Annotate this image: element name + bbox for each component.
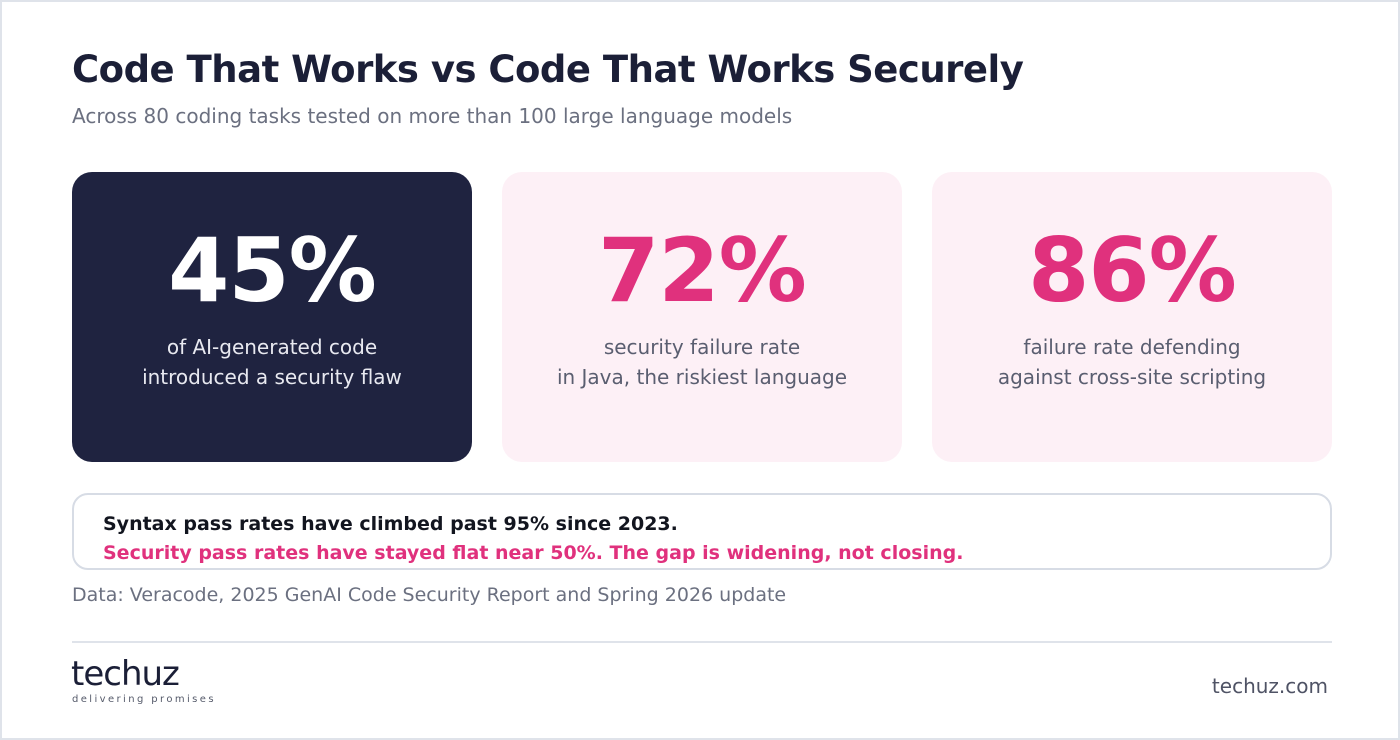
stat-description-line: of AI-generated code — [166, 335, 378, 359]
logo-tagline: delivering promises — [72, 694, 216, 705]
stat-description-line: failure rate defending — [1023, 335, 1241, 359]
stat-card-java-failure: 72% security failure rate in Java, the r… — [502, 172, 902, 462]
stat-description-line: security failure rate — [603, 335, 801, 359]
page-title: Code That Works vs Code That Works Secur… — [72, 48, 1024, 91]
stat-card-xss-failure: 86% failure rate defending against cross… — [932, 172, 1332, 462]
techuz-logo: techuz delivering promises — [71, 654, 216, 706]
stat-description: security failure rate in Java, the riski… — [522, 332, 882, 392]
website-url: techuz.com — [1211, 674, 1328, 698]
footer-divider — [72, 641, 1332, 643]
stat-description-line: in Java, the riskiest language — [556, 365, 848, 389]
data-source-note: Data: Veracode, 2025 GenAI Code Security… — [72, 584, 787, 606]
stat-value: 45% — [168, 219, 377, 322]
stat-description-line: introduced a security flaw — [142, 365, 402, 389]
page-subtitle: Across 80 coding tasks tested on more th… — [72, 104, 793, 128]
callout-box: Syntax pass rates have climbed past 95% … — [72, 493, 1332, 570]
stat-description-line: against cross-site scripting — [997, 365, 1267, 389]
stat-value: 86% — [1028, 219, 1237, 322]
callout-syntax-text: Syntax pass rates have climbed past 95% … — [103, 513, 678, 535]
stat-value: 72% — [598, 219, 807, 322]
callout-security-text: Security pass rates have stayed flat nea… — [103, 542, 964, 564]
logo-wordmark: techuz — [71, 654, 180, 694]
stat-description: failure rate defending against cross-sit… — [952, 332, 1312, 392]
stat-card-ai-code-flaws: 45% of AI-generated code introduced a se… — [72, 172, 472, 462]
stat-description: of AI-generated code introduced a securi… — [92, 332, 452, 392]
